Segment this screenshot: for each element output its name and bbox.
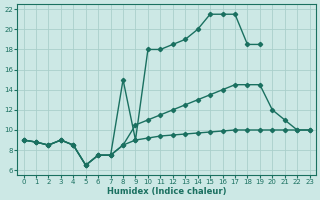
X-axis label: Humidex (Indice chaleur): Humidex (Indice chaleur) [107, 187, 226, 196]
